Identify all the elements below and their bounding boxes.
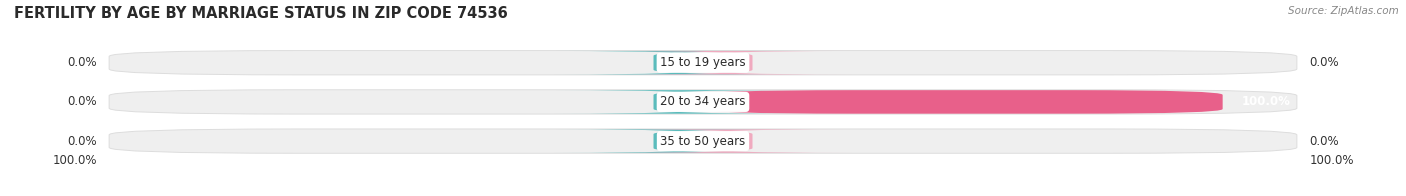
Text: Source: ZipAtlas.com: Source: ZipAtlas.com <box>1288 6 1399 16</box>
Text: 35 to 50 years: 35 to 50 years <box>661 135 745 148</box>
Text: 0.0%: 0.0% <box>67 56 97 69</box>
Text: 0.0%: 0.0% <box>1309 135 1339 148</box>
FancyBboxPatch shape <box>554 90 801 114</box>
Text: 0.0%: 0.0% <box>67 135 97 148</box>
FancyBboxPatch shape <box>605 129 852 153</box>
FancyBboxPatch shape <box>554 51 801 74</box>
FancyBboxPatch shape <box>110 51 1296 75</box>
FancyBboxPatch shape <box>554 129 801 153</box>
FancyBboxPatch shape <box>605 51 852 74</box>
Text: 0.0%: 0.0% <box>1309 56 1339 69</box>
Text: 100.0%: 100.0% <box>52 154 97 167</box>
Text: 20 to 34 years: 20 to 34 years <box>661 95 745 108</box>
Text: 0.0%: 0.0% <box>67 95 97 108</box>
FancyBboxPatch shape <box>110 129 1296 153</box>
FancyBboxPatch shape <box>110 90 1296 114</box>
Text: 15 to 19 years: 15 to 19 years <box>661 56 745 69</box>
Text: 100.0%: 100.0% <box>1309 154 1354 167</box>
Text: FERTILITY BY AGE BY MARRIAGE STATUS IN ZIP CODE 74536: FERTILITY BY AGE BY MARRIAGE STATUS IN Z… <box>14 6 508 21</box>
Text: 100.0%: 100.0% <box>1241 95 1291 108</box>
FancyBboxPatch shape <box>703 90 1223 114</box>
